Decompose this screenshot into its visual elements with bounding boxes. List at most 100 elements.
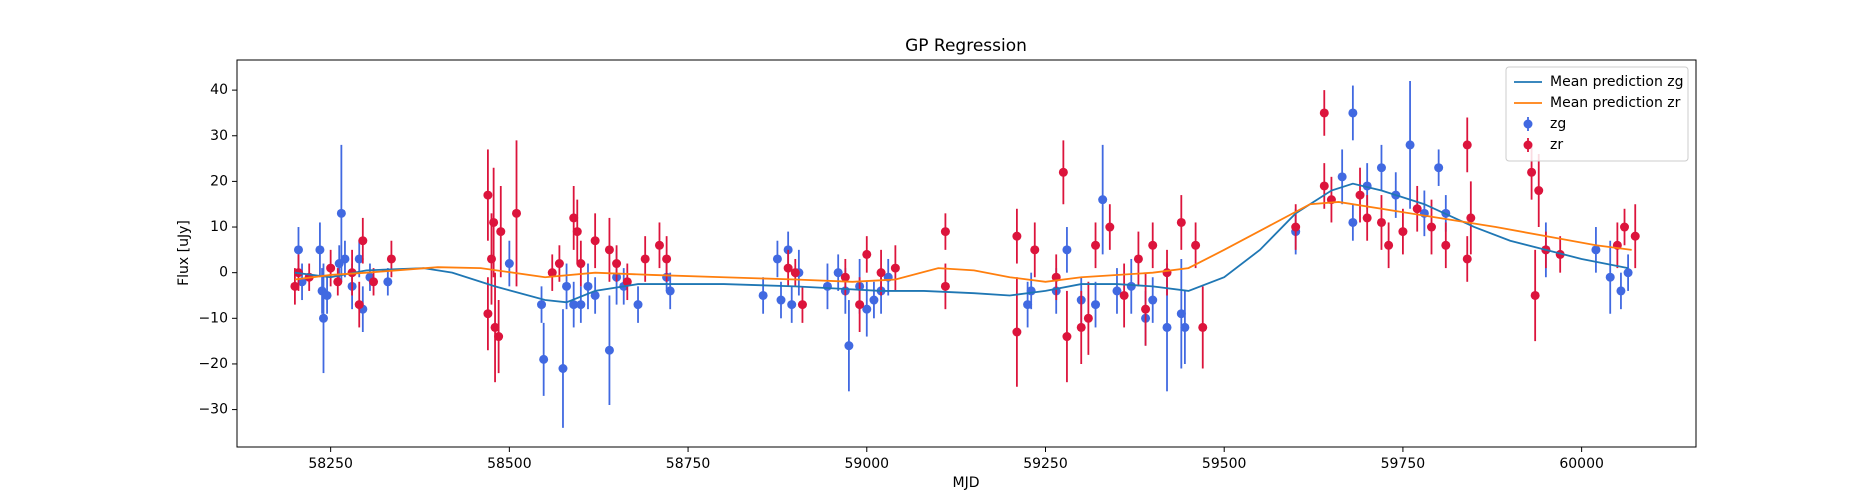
data-point [1180, 322, 1190, 332]
data-point [844, 341, 854, 351]
data-point [604, 345, 614, 355]
data-point [1412, 204, 1422, 214]
data-point [1105, 222, 1115, 232]
data-point [1405, 140, 1415, 150]
y-tick-label: 0 [219, 265, 228, 281]
data-point [562, 281, 572, 291]
data-point [490, 322, 500, 332]
x-tick-label: 59500 [1202, 456, 1247, 472]
data-point [940, 281, 950, 291]
data-point [322, 290, 332, 300]
data-point [369, 277, 379, 287]
data-point [340, 254, 350, 264]
data-point [1376, 217, 1386, 227]
data-point [354, 254, 364, 264]
data-point [1630, 231, 1640, 241]
data-point [326, 263, 336, 273]
data-point [537, 300, 547, 310]
y-tick-label: −10 [198, 310, 228, 326]
data-point [1098, 195, 1108, 205]
data-point [1083, 313, 1093, 323]
data-point [790, 268, 800, 278]
data-point [1191, 240, 1201, 250]
data-point [1291, 222, 1301, 232]
x-tick-label: 58750 [666, 456, 711, 472]
legend-label: zg [1550, 116, 1566, 132]
data-point [758, 290, 768, 300]
data-point [383, 277, 393, 287]
data-point [1119, 290, 1129, 300]
data-point [622, 277, 632, 287]
legend-label: Mean prediction zr [1550, 95, 1681, 111]
y-axis-label: Flux [uJy] [176, 220, 192, 286]
data-point [293, 245, 303, 255]
mean-line [294, 201, 1632, 283]
data-point [855, 300, 865, 310]
data-point [315, 245, 325, 255]
data-point [583, 281, 593, 291]
y-tick-label: 10 [210, 219, 228, 235]
data-point [572, 227, 582, 237]
data-point [1091, 300, 1101, 310]
data-point [1062, 245, 1072, 255]
data-point [483, 190, 493, 200]
legend-label: zr [1550, 137, 1563, 153]
data-point [1023, 300, 1033, 310]
data-point [1398, 227, 1408, 237]
data-point [590, 290, 600, 300]
data-point [489, 217, 499, 227]
data-point [1030, 245, 1040, 255]
data-point [1348, 217, 1358, 227]
data-point [1012, 231, 1022, 241]
data-point [290, 281, 300, 291]
data-point [1012, 327, 1022, 337]
data-point [862, 249, 872, 259]
chart-title: GP Regression [905, 36, 1027, 56]
data-point [1198, 322, 1208, 332]
data-point [1176, 309, 1186, 319]
data-point [604, 245, 614, 255]
data-point [569, 213, 579, 223]
data-point [783, 263, 793, 273]
data-point [1126, 281, 1136, 291]
data-point [876, 268, 886, 278]
data-point [1355, 190, 1365, 200]
data-point [776, 295, 786, 305]
data-point [336, 208, 346, 218]
x-tick-label: 58250 [308, 456, 353, 472]
y-tick-label: 40 [210, 82, 228, 98]
data-point [483, 309, 493, 319]
y-tick-label: −30 [198, 402, 228, 418]
legend-marker [1523, 119, 1533, 129]
data-point [1534, 186, 1544, 196]
data-point [1026, 286, 1036, 296]
data-point [797, 300, 807, 310]
data-point [486, 254, 496, 264]
legend: Mean prediction zg Mean prediction zr zg zr [1505, 66, 1689, 162]
data-point [1466, 213, 1476, 223]
x-tick-label: 60000 [1559, 456, 1604, 472]
data-point [554, 259, 564, 269]
legend-marker [1523, 140, 1533, 150]
data-point [1384, 240, 1394, 250]
data-point [1148, 295, 1158, 305]
legend-box [1505, 66, 1689, 162]
data-point [1616, 286, 1626, 296]
data-point [772, 254, 782, 264]
data-point [1062, 332, 1072, 342]
data-point [1319, 108, 1329, 118]
data-point [1462, 254, 1472, 264]
data-point [1441, 240, 1451, 250]
data-point [386, 254, 396, 264]
data-point [496, 227, 506, 237]
axes-frame [236, 59, 1697, 448]
data-point [869, 295, 879, 305]
data-point [1462, 140, 1472, 150]
data-point [318, 313, 328, 323]
data-point [833, 268, 843, 278]
data-point [787, 300, 797, 310]
legend-label: Mean prediction zg [1550, 74, 1684, 90]
data-point [333, 277, 343, 287]
data-point [504, 259, 514, 269]
data-point [640, 254, 650, 264]
